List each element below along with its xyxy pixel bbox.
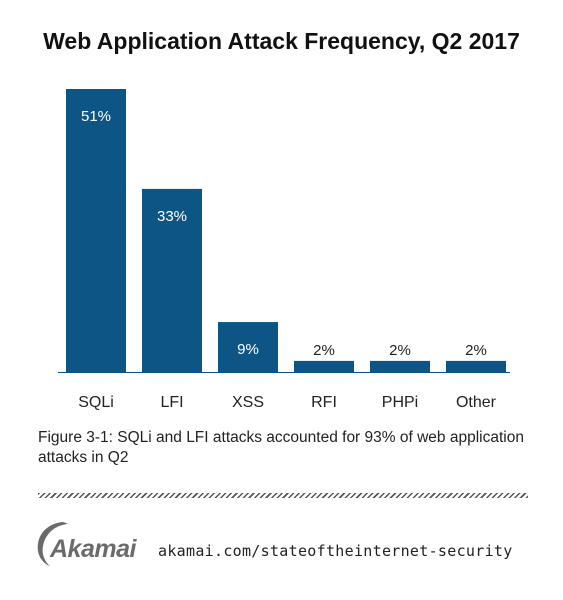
figure-caption: Figure 3-1: SQLi and LFI attacks account… [38,429,524,466]
bar-sqli [66,89,126,372]
bar-xss [218,322,278,372]
bar-lfi [142,188,202,372]
bar-chart: 51% SQLi 33% LFI 9% XSS 2% RFI 2% PHPi 2% Other [58,89,510,411]
category-label-other: Other [456,394,497,411]
value-label-rfi: 2% [313,342,335,359]
hatched-divider [38,493,528,498]
footer-url: akamai.com/stateoftheinternet-security [158,542,513,560]
akamai-logo-icon [37,522,68,566]
category-label-phpi: PHPi [382,394,418,411]
akamai-logo-text: Akamai [50,535,136,563]
chart-title: Web Application Attack Frequency, Q2 201… [43,28,520,54]
category-label-rfi: RFI [311,394,337,411]
value-label-sqli: 51% [81,108,111,125]
value-label-xss: 9% [237,341,259,358]
category-label-lfi: LFI [160,394,183,411]
category-label-sqli: SQLi [78,394,114,411]
value-label-lfi: 33% [157,208,187,225]
category-label-xss: XSS [232,394,264,411]
bar-other [446,360,506,372]
bar-phpi [370,360,430,372]
value-label-other: 2% [465,342,487,359]
bar-rfi [294,360,354,372]
value-label-phpi: 2% [389,342,411,359]
